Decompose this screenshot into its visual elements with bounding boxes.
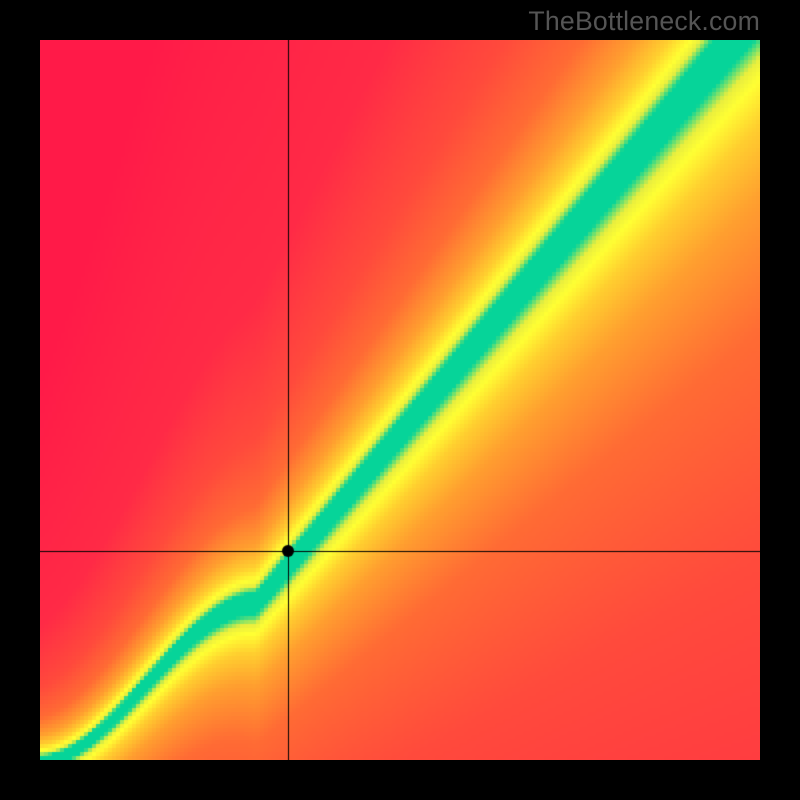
chart-frame: TheBottleneck.com [0, 0, 800, 800]
watermark-text: TheBottleneck.com [528, 6, 760, 37]
bottleneck-heatmap [40, 40, 760, 760]
